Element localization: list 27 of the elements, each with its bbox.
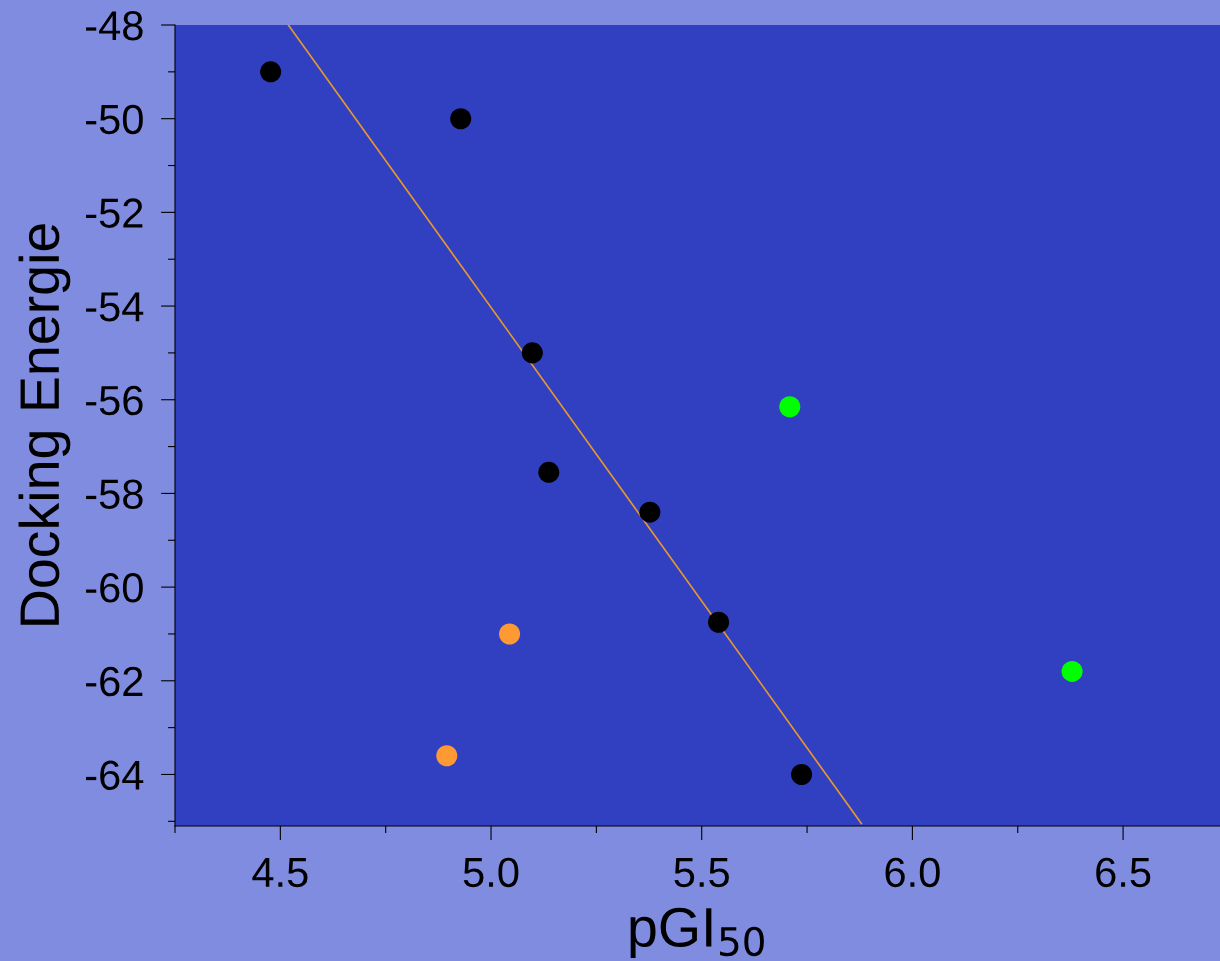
y-tick-label: -48 xyxy=(86,11,143,41)
y-tick-label: -60 xyxy=(86,573,143,603)
point xyxy=(499,623,521,645)
point xyxy=(538,461,560,483)
x-tick-label: 6.5 xyxy=(1096,857,1151,888)
point xyxy=(1061,660,1083,682)
point xyxy=(450,108,472,130)
point xyxy=(436,745,458,767)
x-tick-label: 5.0 xyxy=(463,857,519,888)
point xyxy=(521,342,543,364)
point xyxy=(779,396,801,418)
y-tick-label: -58 xyxy=(86,479,143,509)
y-tick-label: -56 xyxy=(86,385,143,416)
y-tick-label: -50 xyxy=(86,104,143,135)
point xyxy=(708,611,730,633)
y-axis-title: Docking Energie xyxy=(18,224,71,625)
x-tick-label: 5.5 xyxy=(674,858,729,888)
y-tick-label: -54 xyxy=(86,292,144,322)
y-tick-label: -64 xyxy=(86,760,144,790)
y-tick-label: -62 xyxy=(86,666,143,697)
point xyxy=(791,763,813,786)
x-tick-label: 4.5 xyxy=(252,858,308,888)
point xyxy=(260,61,282,83)
y-tick-label: -52 xyxy=(86,198,143,228)
point xyxy=(639,501,661,523)
x-axis-title: pGI$_{50}$ xyxy=(630,907,764,959)
x-tick-label: 6.0 xyxy=(885,857,940,888)
